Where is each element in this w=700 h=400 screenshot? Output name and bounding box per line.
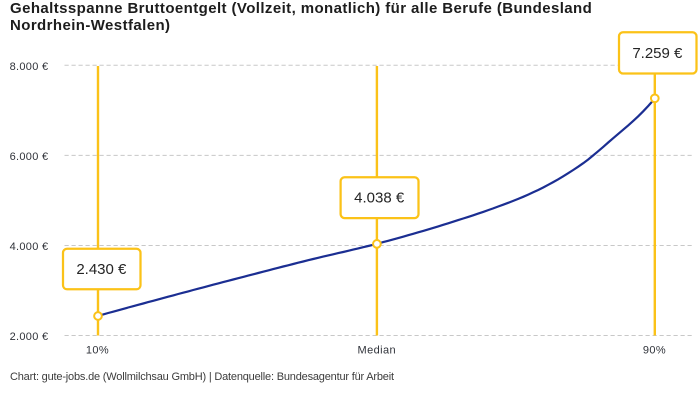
svg-text:Median: Median — [358, 344, 396, 356]
svg-text:2.000 €: 2.000 € — [10, 331, 49, 343]
svg-text:4.000 €: 4.000 € — [10, 241, 49, 253]
svg-text:4.038 €: 4.038 € — [354, 190, 405, 207]
svg-text:90%: 90% — [643, 344, 666, 356]
svg-text:8.000 €: 8.000 € — [10, 61, 49, 73]
svg-text:7.259 €: 7.259 € — [632, 45, 683, 62]
svg-text:10%: 10% — [86, 344, 109, 356]
svg-text:2.430 €: 2.430 € — [76, 261, 127, 278]
svg-text:6.000 €: 6.000 € — [10, 151, 49, 163]
